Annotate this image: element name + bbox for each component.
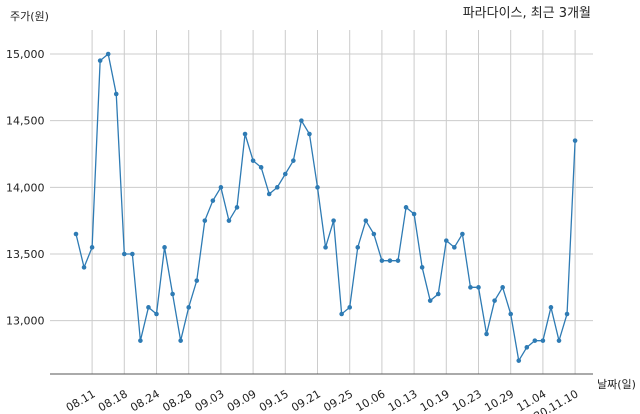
data-point <box>170 291 175 297</box>
data-point <box>258 165 264 170</box>
series-line <box>75 52 576 363</box>
x-tick-label: 08.24 <box>128 387 162 414</box>
data-point <box>97 58 103 63</box>
data-point <box>572 138 578 143</box>
data-point <box>323 245 328 250</box>
x-tick-label: 08.11 <box>64 387 98 414</box>
data-point <box>250 158 256 163</box>
data-point <box>113 91 119 97</box>
x-tick-label: 10.29 <box>482 387 516 414</box>
data-point <box>484 331 489 337</box>
x-tick-label: 09.09 <box>225 387 259 414</box>
data-point <box>476 285 481 290</box>
data-point <box>419 265 425 270</box>
data-point <box>564 311 570 317</box>
x-tick-label: 10.13 <box>386 387 420 414</box>
data-point <box>283 171 288 177</box>
data-point <box>435 291 441 297</box>
data-point <box>387 258 393 263</box>
data-point <box>202 218 208 223</box>
grid <box>50 30 593 374</box>
data-point <box>468 285 473 290</box>
data-point <box>242 131 248 137</box>
data-point <box>218 185 224 190</box>
data-point <box>339 311 344 317</box>
data-point <box>411 211 417 217</box>
data-point <box>540 338 546 343</box>
data-point <box>403 205 409 210</box>
y-tick-labels: 13,000 13,500 14,000 14,500 15,000 <box>6 48 45 328</box>
data-point <box>105 51 111 57</box>
x-tick-label: 10.06 <box>354 387 388 414</box>
data-point <box>532 338 538 343</box>
price-series <box>73 51 578 363</box>
y-tick-label: 14,000 <box>6 181 45 194</box>
data-point <box>274 185 280 190</box>
data-point <box>73 231 79 237</box>
x-tick-label: 10.19 <box>418 387 452 414</box>
data-point <box>299 118 304 123</box>
data-point <box>492 298 497 303</box>
data-point <box>452 245 457 250</box>
data-point <box>178 338 183 343</box>
data-point <box>210 198 216 203</box>
data-point <box>154 311 159 317</box>
data-point <box>138 338 143 343</box>
chart-title: 파라다이스, 최근 3개월 <box>463 6 591 21</box>
data-point <box>226 218 232 223</box>
data-point <box>460 231 465 237</box>
data-point <box>130 251 135 257</box>
x-tick-label: 09.25 <box>321 387 355 414</box>
y-axis-title: 주가(원) <box>10 10 49 23</box>
data-point <box>146 305 151 310</box>
data-point <box>556 338 562 343</box>
y-tick-label: 13,000 <box>6 315 45 328</box>
y-tick-label: 13,500 <box>6 248 45 261</box>
data-point <box>291 158 296 163</box>
data-point <box>363 218 369 223</box>
data-point <box>186 305 191 310</box>
data-point <box>427 298 433 303</box>
data-point <box>81 265 87 270</box>
data-point <box>395 258 401 263</box>
data-point <box>89 245 95 250</box>
data-point <box>508 311 513 317</box>
data-point <box>162 245 167 250</box>
x-tick-label: 09.03 <box>193 387 227 414</box>
data-point <box>122 251 127 257</box>
data-point <box>371 231 377 237</box>
data-point <box>315 185 320 190</box>
x-tick-label: 08.18 <box>96 387 130 414</box>
x-tick-label: 09.21 <box>289 387 323 414</box>
data-point <box>194 278 200 283</box>
data-point <box>548 305 554 310</box>
data-point <box>347 305 353 310</box>
data-point <box>379 258 385 263</box>
data-point <box>234 205 240 210</box>
data-point <box>355 245 361 250</box>
x-axis-title: 날짜(일) <box>597 377 636 391</box>
data-point <box>444 238 449 243</box>
data-point <box>524 345 530 350</box>
y-tick-label: 14,500 <box>6 115 45 128</box>
data-point <box>500 285 505 290</box>
data-point <box>516 358 522 363</box>
y-tick-label: 15,000 <box>6 48 45 61</box>
data-point <box>331 218 336 223</box>
x-tick-label: 08.28 <box>160 387 194 414</box>
x-tick-label: 09.15 <box>257 387 291 414</box>
x-tick-label: 10.23 <box>450 387 484 414</box>
data-point <box>307 131 312 137</box>
x-tick-labels: 08.1108.1808.2408.2809.0309.0909.1509.21… <box>64 387 581 414</box>
data-point <box>266 191 272 197</box>
